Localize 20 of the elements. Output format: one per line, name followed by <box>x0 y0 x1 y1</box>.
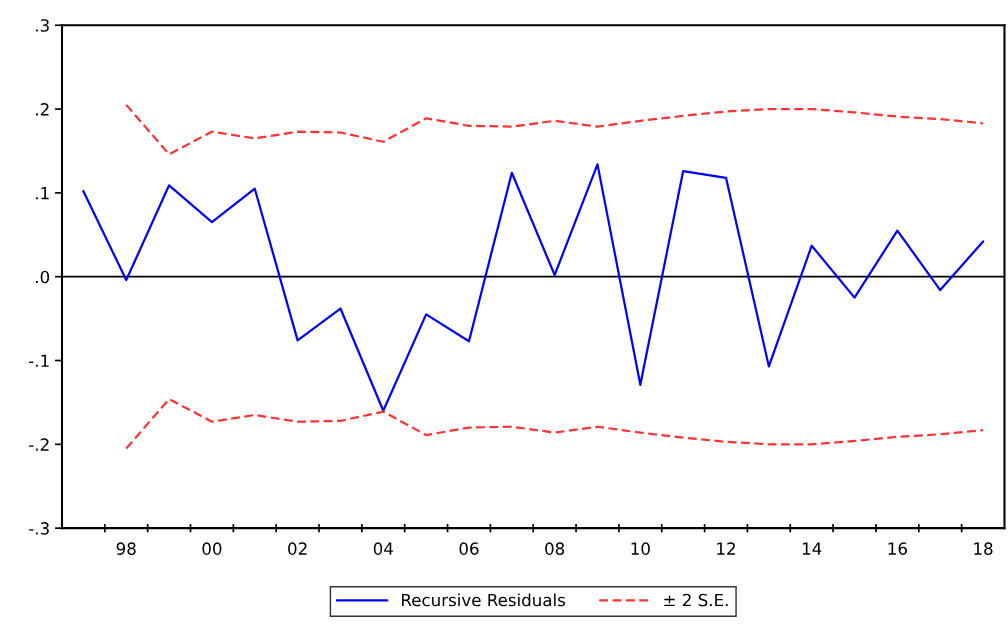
x-tick-label: 06 <box>459 542 479 555</box>
x-tick-label: 18 <box>974 542 993 555</box>
x-tick-label: 10 <box>631 542 650 555</box>
y-tick-label: -.2 <box>29 438 49 451</box>
legend-label: Recursive Residuals <box>402 593 566 607</box>
x-tick-label: 00 <box>202 542 222 555</box>
x-tick-label: 98 <box>116 542 136 555</box>
y-tick-label: .0 <box>36 270 50 284</box>
y-tick-label: -.1 <box>29 354 49 367</box>
x-tick-label: 08 <box>545 542 565 555</box>
x-tick-label: 16 <box>888 542 907 555</box>
x-tick-label: 04 <box>373 542 393 555</box>
legend-label: ± 2 S.E. <box>664 593 728 607</box>
x-tick-label: 14 <box>802 542 822 555</box>
y-tick-label: .2 <box>36 103 49 116</box>
y-tick-label: .3 <box>36 19 49 32</box>
x-tick-label: 02 <box>288 542 307 555</box>
y-tick-label: -.3 <box>29 522 49 535</box>
y-tick-label: .1 <box>36 187 49 200</box>
x-tick-label: 12 <box>717 542 735 555</box>
